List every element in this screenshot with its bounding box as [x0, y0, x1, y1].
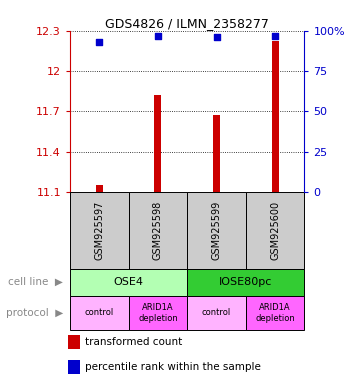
- Bar: [129, 296, 187, 330]
- Text: GSM925598: GSM925598: [153, 201, 163, 260]
- Bar: [68, 335, 80, 349]
- Text: OSE4: OSE4: [114, 277, 144, 287]
- Text: control: control: [202, 308, 231, 318]
- Bar: [70, 192, 129, 269]
- Text: cell line  ▶: cell line ▶: [8, 277, 63, 287]
- Text: protocol  ▶: protocol ▶: [6, 308, 63, 318]
- Bar: [246, 296, 304, 330]
- Bar: [187, 192, 246, 269]
- Bar: [187, 296, 246, 330]
- Bar: [68, 360, 80, 374]
- Bar: [154, 95, 161, 192]
- Bar: [246, 192, 304, 269]
- Bar: [272, 41, 279, 192]
- Text: ARID1A
depletion: ARID1A depletion: [138, 303, 178, 323]
- Bar: [70, 269, 187, 296]
- Text: transformed count: transformed count: [85, 337, 182, 347]
- Bar: [129, 192, 187, 269]
- Text: GSM925599: GSM925599: [211, 201, 222, 260]
- Text: GSM925600: GSM925600: [270, 201, 280, 260]
- Text: GSM925597: GSM925597: [94, 201, 104, 260]
- Bar: [187, 269, 304, 296]
- Point: [155, 33, 161, 39]
- Bar: [96, 185, 103, 192]
- Text: ARID1A
depletion: ARID1A depletion: [255, 303, 295, 323]
- Text: IOSE80pc: IOSE80pc: [219, 277, 273, 287]
- Point: [214, 34, 219, 40]
- Text: control: control: [85, 308, 114, 318]
- Title: GDS4826 / ILMN_2358277: GDS4826 / ILMN_2358277: [105, 17, 269, 30]
- Bar: [213, 115, 220, 192]
- Text: percentile rank within the sample: percentile rank within the sample: [85, 362, 261, 372]
- Point: [97, 39, 102, 45]
- Bar: [70, 296, 129, 330]
- Point: [272, 33, 278, 39]
